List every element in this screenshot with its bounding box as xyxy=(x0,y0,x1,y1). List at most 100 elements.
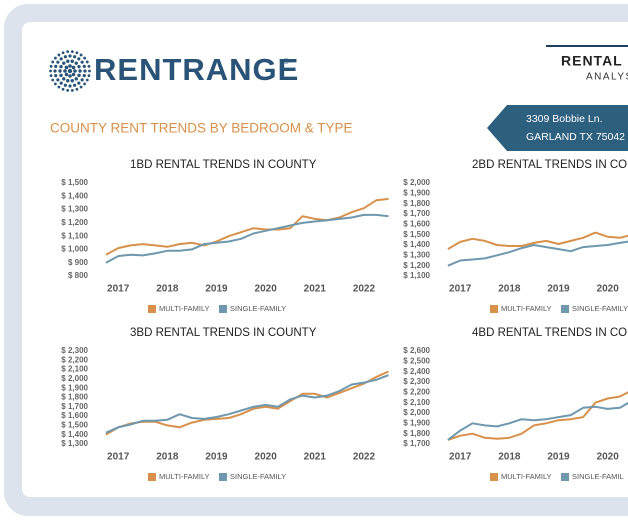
logo-dot xyxy=(54,64,58,68)
address-line: 3309 Bobbie Ln. xyxy=(526,113,602,125)
x-tick-label: 2021 xyxy=(304,452,327,463)
x-tick-label: 2018 xyxy=(498,452,521,463)
logo-dot xyxy=(67,68,73,74)
logo-dot xyxy=(64,72,69,77)
legend-label: SINGLE-FAMILY xyxy=(230,304,286,313)
y-tick-label: $ 1,900 xyxy=(403,188,430,197)
report-title: RENTAL xyxy=(561,53,623,69)
logo-dot xyxy=(82,64,86,68)
logo-dot xyxy=(80,78,84,82)
logo-dot xyxy=(77,64,81,69)
logo-icon xyxy=(49,50,91,92)
report-subtitle: ANALYS xyxy=(586,72,628,83)
y-tick-label: $ 2,500 xyxy=(403,356,430,365)
logo-dot xyxy=(68,74,72,78)
logo-dot xyxy=(66,59,70,63)
report-card xyxy=(22,22,628,497)
legend-swatch xyxy=(490,473,498,481)
y-tick-label: $ 1,500 xyxy=(61,421,88,430)
section-title: COUNTY RENT TRENDS BY BEDROOM & TYPE xyxy=(50,121,353,136)
logo-text: RENTRANGE xyxy=(94,52,299,87)
y-tick-label: $ 1,100 xyxy=(403,271,430,280)
y-tick-label: $ 1,400 xyxy=(403,240,430,249)
logo-dot xyxy=(68,54,72,58)
y-tick-label: $ 1,700 xyxy=(61,402,88,411)
trademark: ® xyxy=(283,57,289,66)
series-line xyxy=(447,391,628,441)
y-tick-label: $ 2,200 xyxy=(61,355,88,364)
logo-dot xyxy=(57,85,61,89)
chart-title: 3BD RENTAL TRENDS IN COUNTY xyxy=(130,327,317,339)
logo-dot xyxy=(74,61,78,65)
x-tick-label: 2017 xyxy=(449,452,472,463)
logo-dot xyxy=(71,72,76,77)
logo-dot xyxy=(77,57,81,61)
y-tick-label: $ 1,600 xyxy=(403,219,430,228)
logo-dot xyxy=(49,74,53,78)
logo-dot xyxy=(82,74,86,78)
x-tick-label: 2019 xyxy=(205,452,228,463)
logo-dot xyxy=(51,60,55,64)
logo-dot xyxy=(62,77,66,81)
logo-dot xyxy=(79,53,83,57)
logo-dot xyxy=(59,73,63,78)
x-tick-label: 2020 xyxy=(255,452,278,463)
logo-dot xyxy=(57,53,61,57)
logo-dot xyxy=(56,60,60,64)
logo-dot xyxy=(49,64,53,68)
logo-dot xyxy=(87,74,91,78)
legend-label: MULTI-FAMILY xyxy=(501,472,552,481)
address-line: GARLAND TX 75042 xyxy=(526,131,625,143)
y-tick-label: $ 1,500 xyxy=(403,230,430,239)
logo-dot xyxy=(79,85,83,89)
logo-dot xyxy=(70,88,74,92)
logo-dot xyxy=(54,82,57,86)
y-tick-label: $ 1,600 xyxy=(61,411,88,420)
logo-dot xyxy=(59,81,63,85)
logo-dot xyxy=(70,79,74,83)
x-tick-label: 2018 xyxy=(498,284,521,295)
series-line xyxy=(105,374,389,434)
y-tick-label: $ 1,300 xyxy=(403,250,430,259)
logo-dot xyxy=(68,64,72,68)
x-tick-label: 2017 xyxy=(449,284,472,295)
y-tick-label: $ 1,200 xyxy=(403,261,430,270)
logo-dot xyxy=(53,69,57,73)
y-tick-label: $ 2,400 xyxy=(403,367,430,376)
y-tick-label: $ 1,400 xyxy=(61,430,88,439)
legend-swatch xyxy=(148,473,156,481)
y-tick-label: $ 2,300 xyxy=(61,346,88,355)
legend-label: MULTI-FAMILY xyxy=(501,304,552,313)
y-tick-label: $ 1,900 xyxy=(61,383,88,392)
y-tick-label: $ 1,100 xyxy=(61,231,88,240)
logo-dot xyxy=(83,82,86,86)
logo-dot xyxy=(77,81,81,85)
y-tick-label: $ 2,300 xyxy=(403,377,430,386)
y-tick-label: $ 2,100 xyxy=(403,398,430,407)
logo-dot xyxy=(74,77,78,81)
x-tick-label: 2017 xyxy=(107,284,130,295)
x-tick-label: 2019 xyxy=(547,452,570,463)
logo-dot xyxy=(73,55,77,59)
legend-label: SINGLE-FAMIL xyxy=(572,472,624,481)
x-tick-label: 2018 xyxy=(156,452,179,463)
y-tick-label: $ 1,700 xyxy=(403,209,430,218)
logo-dot xyxy=(70,50,74,54)
y-tick-label: $ 2,100 xyxy=(61,365,88,374)
logo-dot xyxy=(54,56,57,60)
logo-dot xyxy=(75,51,79,55)
series-line xyxy=(105,197,389,256)
logo-dot xyxy=(78,69,82,73)
y-tick-label: $ 1,200 xyxy=(61,218,88,227)
y-tick-label: $ 2,200 xyxy=(403,387,430,396)
chart-title: 4BD RENTAL TRENDS IN COU xyxy=(472,327,628,339)
x-tick-label: 2020 xyxy=(597,452,620,463)
logo-dot xyxy=(56,78,60,82)
y-tick-label: $ 2,600 xyxy=(403,346,430,355)
logo-dot xyxy=(87,64,91,68)
x-tick-label: 2021 xyxy=(304,284,327,295)
logo-dot xyxy=(64,65,69,70)
y-tick-label: $ 1,300 xyxy=(61,439,88,448)
x-tick-label: 2022 xyxy=(353,284,376,295)
logo-dot xyxy=(68,84,72,88)
